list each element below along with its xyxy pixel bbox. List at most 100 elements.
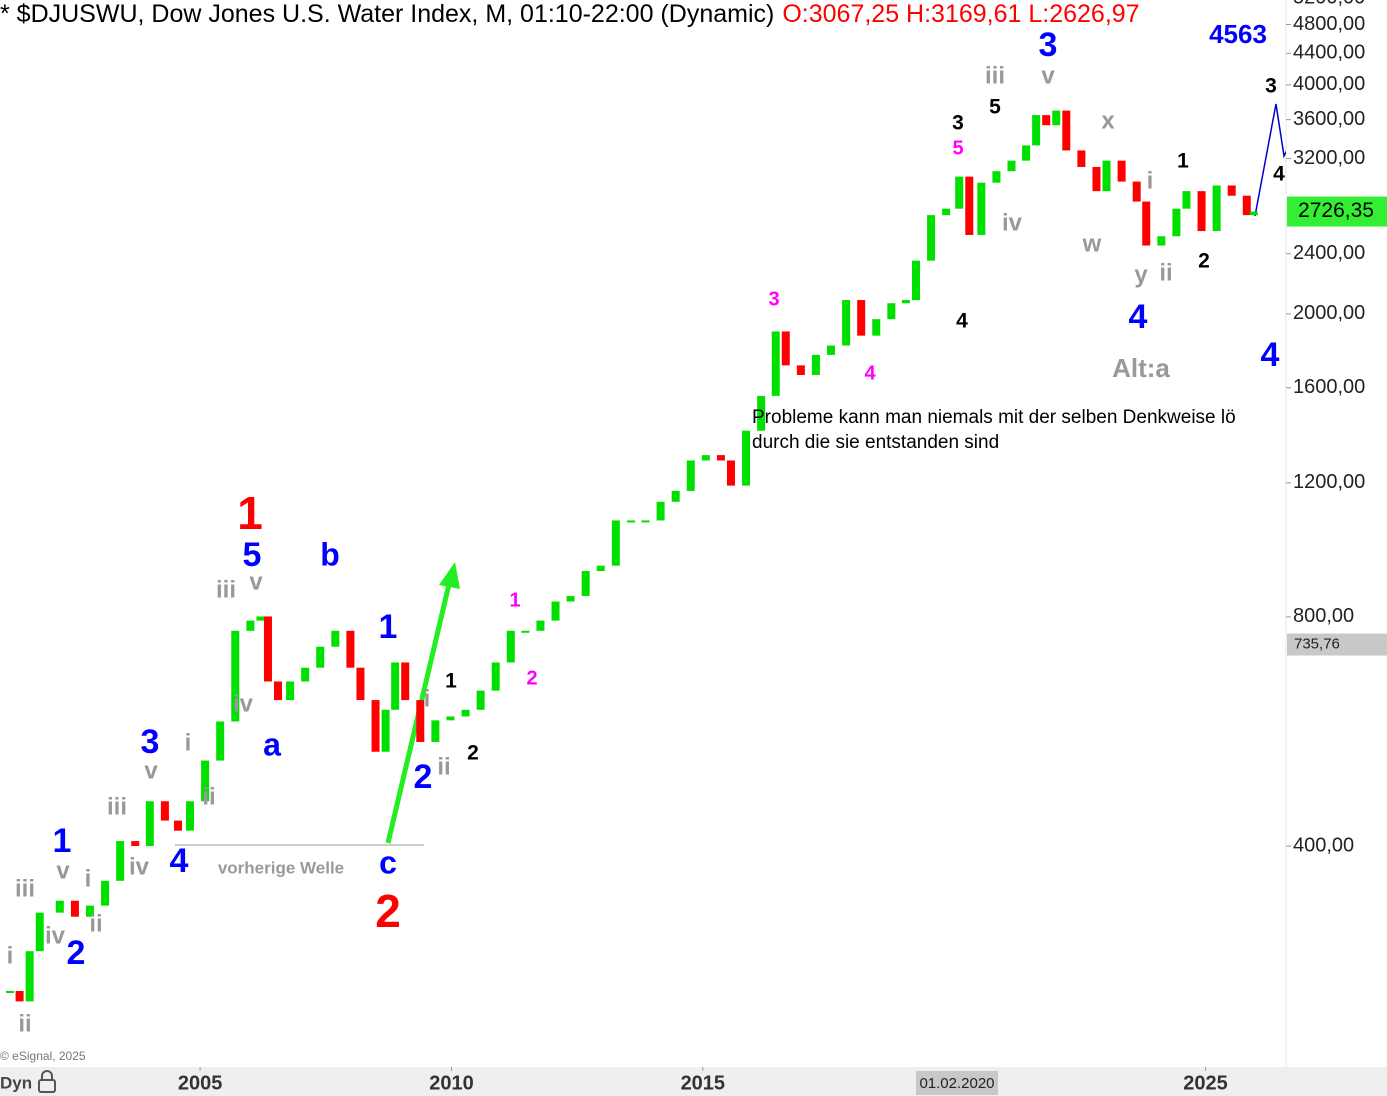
y-tick-label: 400,00 [1293,834,1354,856]
wave-label: a [263,726,281,762]
candle [461,709,470,717]
wave-label: 4 [1129,298,1148,336]
title-text: * $DJUSWU, Dow Jones U.S. Water Index, M… [0,0,774,28]
candle [1092,166,1101,192]
candle [641,520,650,523]
candle [401,662,410,701]
candle [346,630,355,668]
wave-label: i [424,685,431,712]
candle [1157,236,1166,246]
wave-label: 2 [67,934,86,972]
note: Probleme kann man niemals mit der selben… [752,407,1236,428]
candle [872,319,881,336]
candle [566,596,575,602]
candle [1062,110,1071,151]
candle [116,841,125,881]
y-tick-label: 4800,00 [1293,13,1365,35]
projection [1254,103,1286,217]
wave-label: 2 [526,667,537,689]
candle [1042,115,1051,126]
candle [1007,160,1016,172]
candle [1132,181,1141,202]
wave-label: 1 [53,822,72,860]
wave-label: ii [202,783,215,810]
wave-label: y [1134,261,1148,288]
candle [1142,201,1151,246]
wave-label: ii [89,910,102,937]
wave-label: iv [45,922,66,949]
candle [857,300,866,336]
wave-label: v [1041,62,1055,89]
candle [811,354,820,375]
cursor-date-box [916,1071,998,1095]
wave-label: 2 [1198,250,1210,273]
candle [716,455,725,461]
candle [55,900,64,913]
wave-label: ii [437,753,450,780]
candle [331,630,340,647]
candle [1227,185,1236,196]
wave-label: 4 [1273,163,1285,186]
candle [911,260,920,301]
wave-label: 4 [956,310,968,333]
candle [391,662,400,710]
wave-label: 5 [952,137,963,159]
candle [6,990,15,993]
title: * $DJUSWU, Dow Jones U.S. Water Index, M… [0,0,1140,28]
wave-label: 4 [864,362,876,384]
last-price-label: 2726,35 [1298,199,1374,222]
candle [686,460,695,491]
x-tick-label: 2015 [681,1072,726,1094]
mode: Dyn [0,1073,32,1092]
candle [581,571,590,597]
candle [611,520,620,566]
candle [246,620,255,631]
cursor-date-label: 01.02.2020 [919,1075,994,1092]
candle [1212,185,1221,232]
candle [965,176,974,235]
candle [626,520,635,523]
candle [1242,195,1251,216]
wave-label: iii [15,875,35,902]
wave-label: 3 [952,112,964,135]
wave-label: 3 [1039,26,1058,64]
wave-label: ii [1159,259,1172,286]
y-tick-label: 5200,00 [1293,0,1365,8]
wave-label: iii [985,62,1005,89]
wave-label: ii [18,1010,31,1037]
wave-label: Alt:a [1112,353,1170,383]
candle [101,880,110,906]
candle [1022,145,1031,161]
wave-label: vorherige Welle [218,858,344,877]
candle [231,630,240,722]
wave-label: 1 [237,487,263,539]
candle [1052,110,1061,126]
candle [431,720,440,742]
x-tick-label: 2025 [1183,1072,1228,1094]
x-axis-band [0,1067,1387,1096]
wave-label: b [320,536,340,572]
arrow-head [439,562,460,589]
candle [551,601,560,621]
wave-label: 3 [768,288,779,310]
candle [476,690,485,710]
candle [757,395,766,431]
candle [201,760,210,802]
wave-label: 2 [414,758,433,796]
cursor-price-box [1287,633,1387,656]
candle [274,681,283,701]
y-tick-label: 3600,00 [1293,108,1365,130]
candle [301,667,310,682]
wave-label: iii [107,793,127,820]
wave-label: 5 [243,536,262,574]
candle [1077,150,1086,167]
wave-label: 4563 [1209,19,1267,49]
candle [316,646,325,668]
wave-label: i [7,942,14,969]
candle [671,490,680,502]
last-price-box [1287,196,1387,227]
wave-label: 5 [989,96,1001,119]
ohlc: O:3067,25 H:3169,61 L:2626,97 [782,0,1139,28]
note: durch die sie entstanden sind [752,432,999,453]
